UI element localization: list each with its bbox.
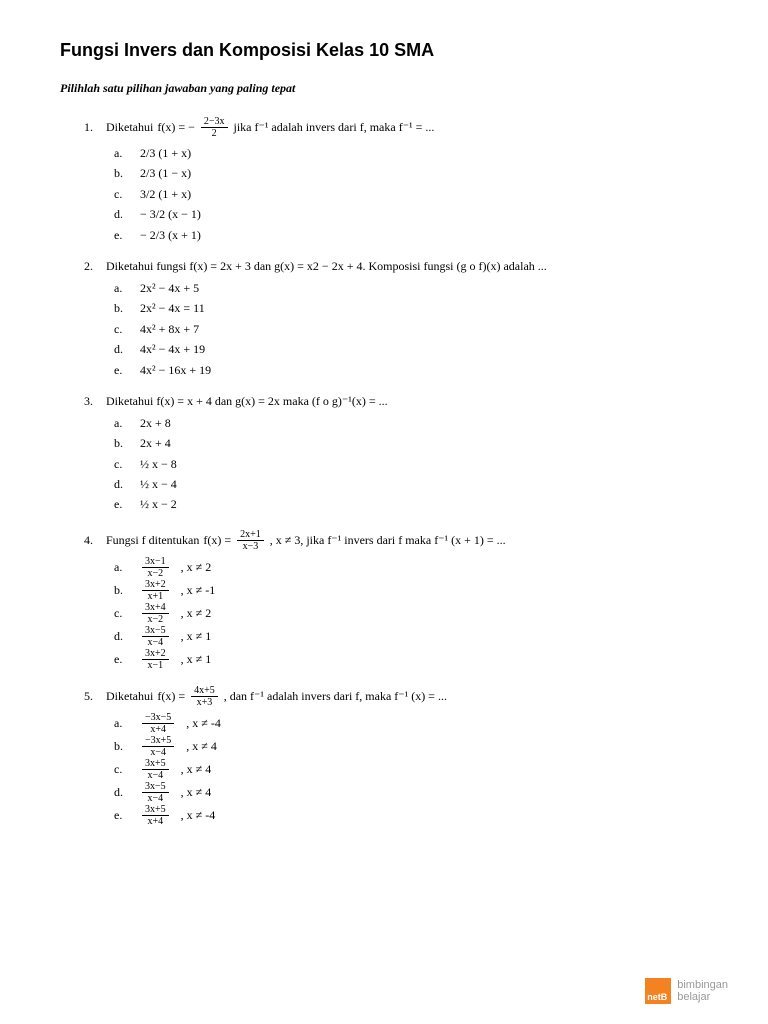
question-number: 4. [84,533,102,548]
question-suffix: , dan f⁻¹ adalah invers dari f, maka f⁻¹… [224,689,447,704]
option-c: c.3/2 (1 + x) [114,184,708,204]
question-number: 3. [84,394,102,409]
option-e: e.3x+2x−1, x ≠ 1 [114,648,708,671]
option-c: c.½ x − 8 [114,454,708,474]
options-list: a.2x + 8 b.2x + 4 c.½ x − 8 d.½ x − 4 e.… [114,413,708,515]
question-prefix: Fungsi f ditentukan [106,533,199,548]
option-a: a.2x² − 4x + 5 [114,278,708,298]
option-a: a.−3x−5x+4, x ≠ -4 [114,712,708,735]
option-a: a.2/3 (1 + x) [114,143,708,163]
question-text: Diketahui fungsi f(x) = 2x + 3 dan g(x) … [106,259,547,274]
question-number: 5. [84,689,102,704]
option-d: d.3x−5x−4, x ≠ 4 [114,781,708,804]
page-title: Fungsi Invers dan Komposisi Kelas 10 SMA [60,40,708,61]
question-text: Diketahui f(x) = x + 4 dan g(x) = 2x mak… [106,394,388,409]
question-5: 5. Diketahui f(x) = 4x+5 x+3 , dan f⁻¹ a… [84,685,708,827]
question-prefix: Diketahui [106,689,153,704]
option-b: b.3x+2x+1, x ≠ -1 [114,579,708,602]
question-1: 1. Diketahui f(x) = − 2−3x 2 jika f⁻¹ ad… [84,116,708,245]
options-list: a.2x² − 4x + 5 b.2x² − 4x = 11 c.4x² + 8… [114,278,708,380]
option-b: b.−3x+5x−4, x ≠ 4 [114,735,708,758]
option-b: b.2x² − 4x = 11 [114,298,708,318]
formula-lhs: f(x) = [157,689,185,704]
question-prefix: Diketahui [106,120,153,135]
question-number: 1. [84,120,102,135]
option-c: c.3x+5x−4, x ≠ 4 [114,758,708,781]
question-2: 2. Diketahui fungsi f(x) = 2x + 3 dan g(… [84,259,708,380]
question-suffix: , x ≠ 3, jika f⁻¹ invers dari f maka f⁻¹… [270,533,506,548]
question-3: 3. Diketahui f(x) = x + 4 dan g(x) = 2x … [84,394,708,515]
fraction: 2−3x 2 [201,116,228,139]
option-a: a.3x−1x−2, x ≠ 2 [114,556,708,579]
question-4: 4. Fungsi f ditentukan f(x) = 2x+1 x−3 ,… [84,529,708,671]
logo-text: bimbingan belajar [677,979,728,1003]
option-e: e.3x+5x+4, x ≠ -4 [114,804,708,827]
question-number: 2. [84,259,102,274]
option-d: d.4x² − 4x + 19 [114,339,708,359]
footer-logo: netB bimbingan belajar [645,978,728,1004]
options-list: a.−3x−5x+4, x ≠ -4 b.−3x+5x−4, x ≠ 4 c.3… [114,712,708,827]
instruction-text: Pilihlah satu pilihan jawaban yang palin… [60,81,708,96]
options-list: a.2/3 (1 + x) b.2/3 (1 − x) c.3/2 (1 + x… [114,143,708,245]
fraction: 4x+5 x+3 [191,685,218,708]
question-suffix: jika f⁻¹ adalah invers dari f, maka f⁻¹ … [234,120,435,135]
formula-lhs: f(x) = − [157,120,195,135]
fraction: 2x+1 x−3 [237,529,264,552]
option-d: d.½ x − 4 [114,474,708,494]
logo-icon: netB [645,978,671,1004]
option-d: d.− 3/2 (x − 1) [114,204,708,224]
option-d: d.3x−5x−4, x ≠ 1 [114,625,708,648]
document-page: Fungsi Invers dan Komposisi Kelas 10 SMA… [0,0,768,861]
option-c: c.4x² + 8x + 7 [114,319,708,339]
option-e: e.4x² − 16x + 19 [114,360,708,380]
formula-lhs: f(x) = [203,533,231,548]
option-c: c.3x+4x−2, x ≠ 2 [114,602,708,625]
option-b: b.2/3 (1 − x) [114,163,708,183]
option-e: e.½ x − 2 [114,494,708,514]
options-list: a.3x−1x−2, x ≠ 2 b.3x+2x+1, x ≠ -1 c.3x+… [114,556,708,671]
option-b: b.2x + 4 [114,433,708,453]
option-e: e.− 2/3 (x + 1) [114,225,708,245]
option-a: a.2x + 8 [114,413,708,433]
